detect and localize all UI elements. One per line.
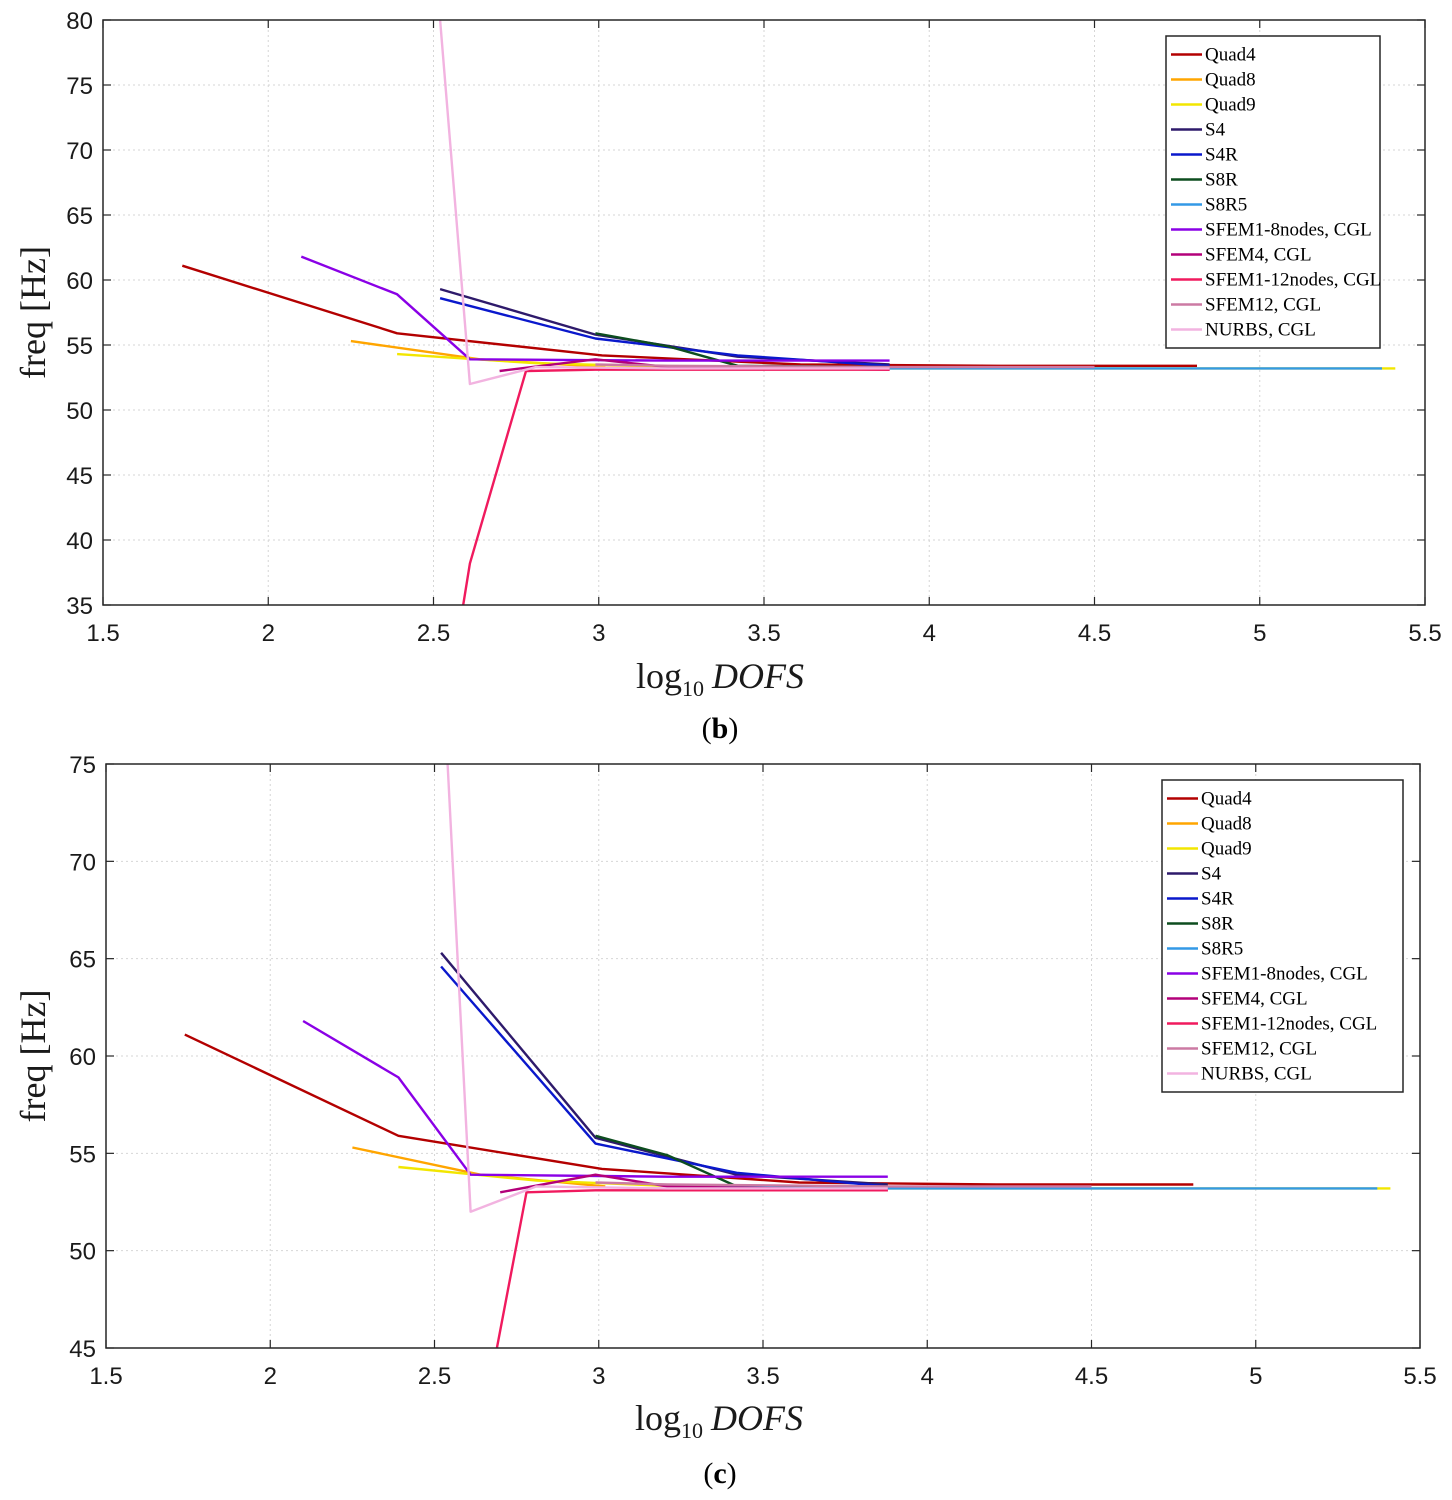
x-tick-label: 3.5 (746, 1363, 779, 1390)
legend-entry-label: SFEM12, CGL (1201, 1039, 1317, 1060)
legend-box (1165, 35, 1381, 349)
x-tick-label: 4 (923, 620, 936, 647)
y-tick-label: 80 (66, 8, 93, 35)
series-line-sfem12-cgl (595, 1181, 1092, 1188)
x-axis-label: log10 DOFS (635, 1398, 803, 1443)
legend-entry-label: SFEM1-8nodes, CGL (1201, 964, 1368, 985)
series-line-sfem12-cgl (595, 363, 1095, 369)
y-tick-label: 65 (69, 947, 96, 974)
y-tick-label: 50 (66, 398, 93, 425)
legend-entry-label: Quad8 (1205, 70, 1256, 91)
y-tick-label: 70 (69, 849, 96, 876)
x-tick-label: 5.5 (1408, 620, 1441, 647)
panel-label-letter: c (713, 1457, 726, 1490)
legend-entry-label: SFEM4, CGL (1205, 245, 1312, 266)
legend-entry-label: S8R5 (1201, 939, 1243, 960)
panel-label-close-paren: ) (728, 712, 738, 745)
legend-entry-label: SFEM4, CGL (1201, 989, 1308, 1010)
series-line-s4r (440, 965, 888, 1188)
x-axis-label-variable: DOFS (711, 656, 804, 696)
y-axis-label: freq [Hz] (13, 246, 53, 379)
legend: Quad4 Quad8 Quad9 S4 S4R S8R S8R5 SFEM1-8nodes,… (1161, 779, 1404, 1093)
legend-entry-label: S4 (1201, 864, 1222, 885)
x-tick-label: 1.5 (89, 1363, 122, 1390)
legend-entry-label: S4R (1205, 145, 1238, 166)
panel-label: (b) (702, 712, 739, 745)
y-tick-label: 60 (66, 268, 93, 295)
panel-label-close-paren: ) (727, 1457, 737, 1490)
series-line-sfem1-8nodes-cgl (300, 255, 890, 362)
x-tick-label: 5 (1253, 620, 1266, 647)
x-tick-label: 5 (1249, 1363, 1262, 1390)
legend: Quad4 Quad8 Quad9 S4 S4R S8R S8R5 SFEM1-8nodes,… (1165, 35, 1381, 349)
panel-label-open-paren: ( (702, 712, 712, 745)
legend-entry-label: S4 (1205, 120, 1226, 141)
chart-panel-b: 1.5 2 2.5 3 3.5 4 4.5 5 5.5 35 40 45 50 55 60 65 70 75 80 l… (13, 8, 1442, 745)
series-group (184, 764, 1391, 1348)
series-line-nurbs-cgl (446, 764, 888, 1213)
legend-entry-label: Quad9 (1205, 95, 1256, 116)
series-line-sfem1-12nodes-cgl (462, 368, 890, 605)
series-line-nurbs-cgl (438, 20, 890, 386)
x-axis-label-subscript: 10 (682, 676, 704, 701)
x-tick-label: 2.5 (417, 620, 450, 647)
legend-entry-label: S8R (1205, 170, 1238, 191)
legend-entry-label: S8R5 (1205, 195, 1247, 216)
legend-entry-label: Quad8 (1201, 814, 1252, 835)
y-tick-label: 55 (69, 1141, 96, 1168)
panel-label-open-paren: ( (703, 1457, 713, 1490)
x-tick-label: 3 (592, 1363, 605, 1390)
y-tick-label: 60 (69, 1044, 96, 1071)
y-tick-label: 50 (69, 1239, 96, 1266)
legend-entry-label: S8R (1201, 914, 1234, 935)
x-tick-label: 3.5 (747, 620, 780, 647)
panel-label: (c) (703, 1457, 736, 1490)
legend-entry-label: SFEM1-12nodes, CGL (1205, 270, 1381, 291)
series-group (181, 20, 1396, 605)
panel-label-letter: b (712, 712, 729, 745)
x-tick-label: 2.5 (418, 1363, 451, 1390)
series-line-sfem1-8nodes-cgl (302, 1019, 888, 1178)
y-tick-label: 65 (66, 203, 93, 230)
legend-entry-label: Quad4 (1201, 789, 1252, 810)
x-axis-label-func: log (636, 656, 682, 696)
legend-box (1161, 779, 1404, 1093)
legend-entry-label: Quad9 (1201, 839, 1252, 860)
y-tick-label: 45 (66, 463, 93, 490)
y-tick-label: 40 (66, 528, 93, 555)
chart-panel-c: 1.5 2 2.5 3 3.5 4 4.5 5 5.5 45 50 55 60 65 70 75 log10 DO… (13, 752, 1437, 1490)
y-tick-label: 75 (69, 752, 96, 779)
y-tick-label: 45 (69, 1336, 96, 1363)
y-tick-label: 70 (66, 138, 93, 165)
legend-entry-label: SFEM1-12nodes, CGL (1201, 1014, 1377, 1035)
x-axis-label-subscript: 10 (681, 1418, 703, 1443)
x-tick-label: 2 (264, 1363, 277, 1390)
x-tick-label: 1.5 (86, 620, 119, 647)
x-axis-label: log10 DOFS (636, 656, 804, 701)
x-tick-label: 2 (262, 620, 275, 647)
x-tick-label: 4.5 (1078, 620, 1111, 647)
legend-entry-label: Quad4 (1205, 45, 1256, 66)
x-tick-label: 4.5 (1075, 1363, 1108, 1390)
y-tick-label: 75 (66, 73, 93, 100)
y-tick-label: 55 (66, 333, 93, 360)
legend-entry-label: SFEM1-8nodes, CGL (1205, 220, 1372, 241)
x-axis-label-variable: DOFS (710, 1398, 803, 1438)
legend-entry-label: SFEM12, CGL (1205, 295, 1321, 316)
x-tick-label: 3 (592, 620, 605, 647)
legend-entry-label: NURBS, CGL (1205, 320, 1316, 341)
y-axis-label: freq [Hz] (13, 990, 53, 1123)
series-line-sfem1-12nodes-cgl (495, 1189, 888, 1348)
x-axis-label-func: log (635, 1398, 681, 1438)
legend-entry-label: S4R (1201, 889, 1234, 910)
x-tick-label: 4 (921, 1363, 934, 1390)
legend-entry-label: NURBS, CGL (1201, 1064, 1312, 1085)
y-tick-label: 35 (66, 593, 93, 620)
x-tick-label: 5.5 (1403, 1363, 1436, 1390)
